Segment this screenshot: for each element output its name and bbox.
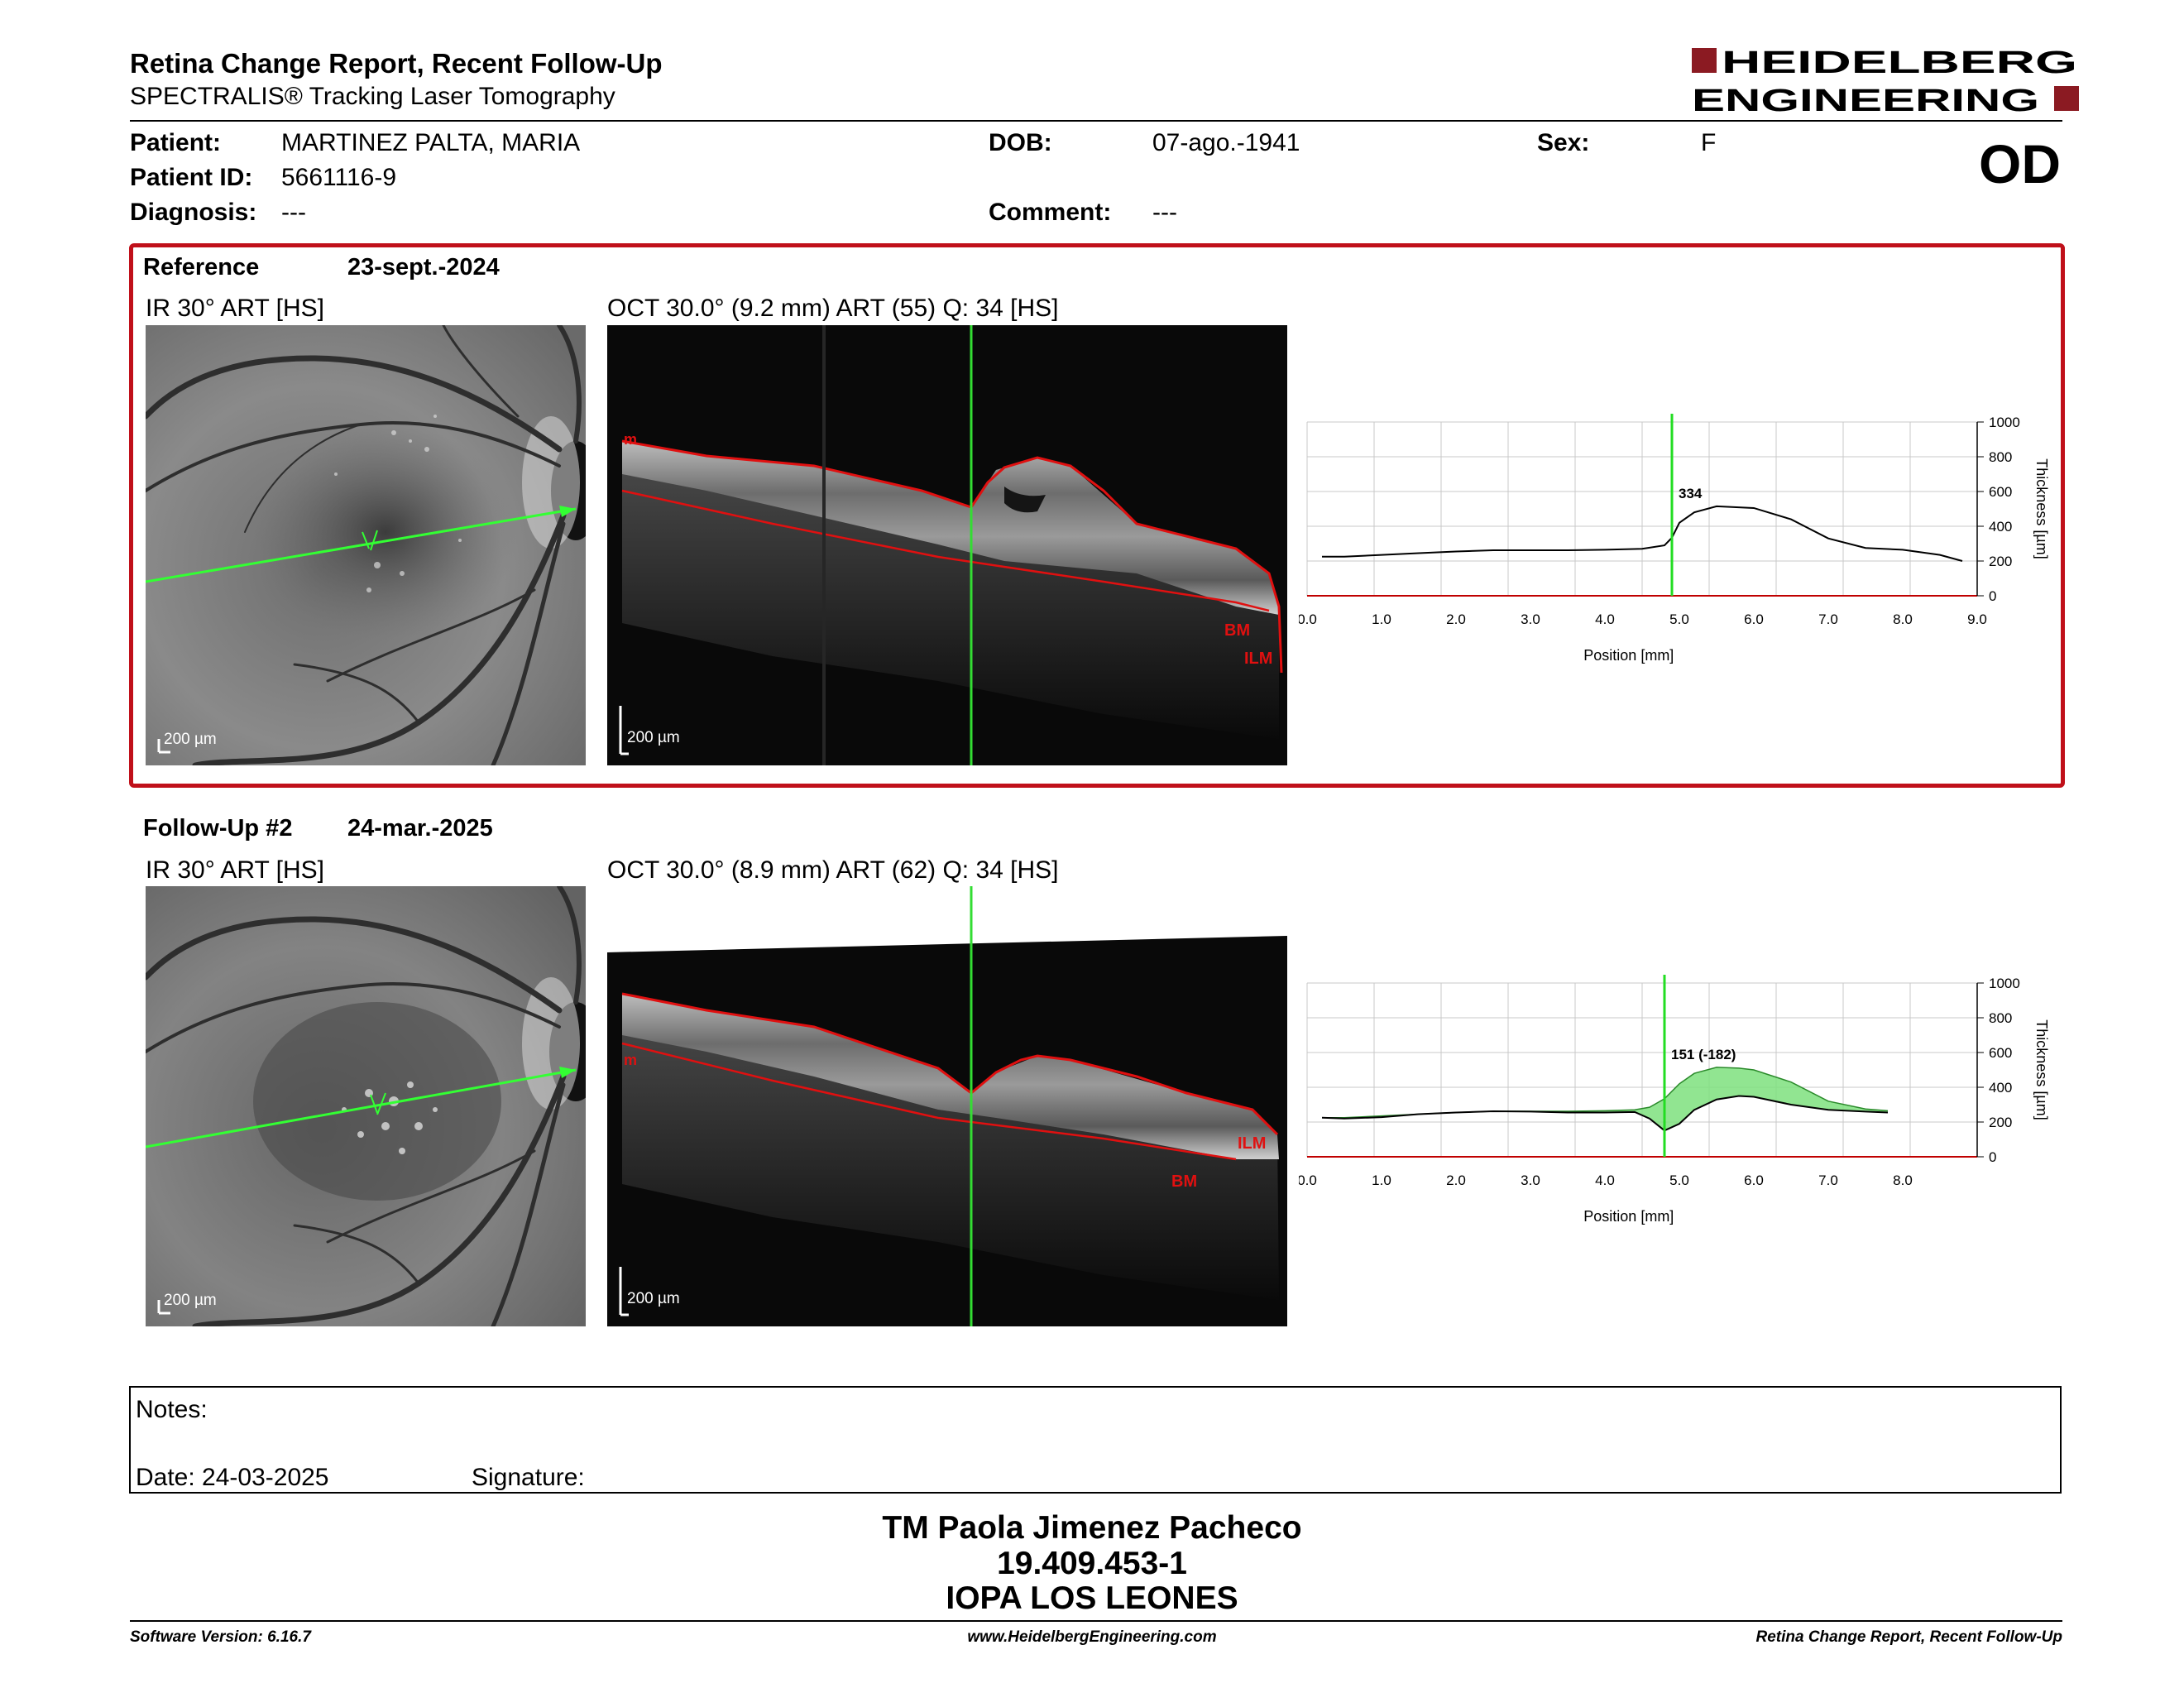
signer-institution: IOPA LOS LEONES bbox=[946, 1580, 1238, 1616]
footer-report-name: Retina Change Report, Recent Follow-Up bbox=[1755, 1628, 2062, 1646]
brand-line1: HEIDELBERG bbox=[1722, 46, 2077, 80]
header-divider bbox=[130, 120, 2062, 122]
reference-oct-image[interactable]: m BM ILM 200 µm bbox=[607, 325, 1287, 765]
software-version: Software Version: 6.16.7 bbox=[130, 1628, 311, 1646]
patient-id-label: Patient ID: bbox=[130, 164, 253, 191]
y-tick-label: 400 bbox=[1989, 519, 2012, 535]
x-tick-label: 7.0 bbox=[1818, 1172, 1838, 1188]
x-tick-label: 5.0 bbox=[1669, 611, 1689, 627]
diagnosis-value: --- bbox=[281, 199, 306, 226]
comment-value: --- bbox=[1152, 199, 1177, 226]
reference-ilm-label: ILM bbox=[1244, 650, 1273, 668]
y-tick-label: 0 bbox=[1989, 1149, 1996, 1165]
eye-indicator: OD bbox=[1979, 133, 2061, 194]
y-tick-label: 800 bbox=[1989, 1010, 2012, 1026]
patient-label: Patient: bbox=[130, 129, 222, 156]
report-title: Retina Change Report, Recent Follow-Up bbox=[130, 48, 663, 79]
followup-ir-scale: 200 µm bbox=[164, 1292, 217, 1309]
reference-label: Reference bbox=[143, 254, 260, 281]
reference-ir-label: IR 30° ART [HS] bbox=[146, 295, 324, 322]
x-tick-label: 2.0 bbox=[1446, 1172, 1466, 1188]
followup-date: 24-mar.-2025 bbox=[347, 815, 493, 842]
x-tick-label: 6.0 bbox=[1744, 1172, 1764, 1188]
y-tick-label: 0 bbox=[1989, 588, 1996, 604]
y-tick-label: 600 bbox=[1989, 1045, 2012, 1061]
x-tick-label: 9.0 bbox=[1967, 611, 1987, 627]
notes-date: Date: 24-03-2025 bbox=[136, 1464, 329, 1491]
dob-value: 07-ago.-1941 bbox=[1152, 129, 1300, 156]
y-axis-label: Thickness [µm] bbox=[2033, 458, 2050, 559]
reference-bm-label: BM bbox=[1224, 621, 1251, 640]
followup-ilm-label: ILM bbox=[1238, 1134, 1267, 1153]
reference-date: 23-sept.-2024 bbox=[347, 254, 500, 281]
x-tick-label: 3.0 bbox=[1521, 1172, 1540, 1188]
y-tick-label: 1000 bbox=[1989, 976, 2020, 991]
x-tick-label: 1.0 bbox=[1372, 1172, 1391, 1188]
followup-thickness-chart: 0 200 400 600 800 1000 0.0 1.0 2.0 3.0 4.0 5.0 6.0 7.… bbox=[1299, 975, 2050, 1225]
x-tick-label: 0.0 bbox=[1299, 611, 1317, 627]
brand-line2: ENGINEERING bbox=[1692, 84, 2039, 117]
followup-oct-image[interactable]: m ILM BM 200 µm bbox=[607, 886, 1287, 1326]
reference-thickness-chart: 0 200 400 600 800 1000 0.0 1.0 2.0 3.0 4.0 5.0 6.0 7.… bbox=[1299, 414, 2050, 664]
followup-oct-label: OCT 30.0° (8.9 mm) ART (62) Q: 34 [HS] bbox=[607, 856, 1059, 884]
reference-section-frame bbox=[129, 243, 2065, 788]
diagnosis-label: Diagnosis: bbox=[130, 199, 257, 226]
x-tick-label: 0.0 bbox=[1299, 1172, 1317, 1188]
x-tick-label: 3.0 bbox=[1521, 611, 1540, 627]
x-tick-label: 4.0 bbox=[1595, 1172, 1615, 1188]
reference-oct-label: OCT 30.0° (9.2 mm) ART (55) Q: 34 [HS] bbox=[607, 295, 1059, 322]
x-axis-label: Position [mm] bbox=[1583, 647, 1674, 664]
comment-label: Comment: bbox=[989, 199, 1112, 226]
sex-label: Sex: bbox=[1537, 129, 1590, 156]
x-tick-label: 5.0 bbox=[1669, 1172, 1689, 1188]
signature-label: Signature: bbox=[472, 1464, 585, 1491]
y-tick-label: 200 bbox=[1989, 554, 2012, 569]
followup-bm-label: BM bbox=[1171, 1172, 1198, 1191]
footer-divider bbox=[130, 1620, 2062, 1622]
followup-ir-label: IR 30° ART [HS] bbox=[146, 856, 324, 884]
difference-area bbox=[1322, 1067, 1888, 1131]
notes-box[interactable]: Notes: Date: 24-03-2025 Signature: bbox=[129, 1386, 2062, 1494]
cursor-value-label: 334 bbox=[1679, 486, 1703, 501]
x-tick-label: 6.0 bbox=[1744, 611, 1764, 627]
x-tick-label: 2.0 bbox=[1446, 611, 1466, 627]
signer-name: TM Paola Jimenez Pacheco bbox=[882, 1510, 1302, 1546]
heidelberg-logo: HEIDELBERG ENGINEERING bbox=[1692, 46, 2079, 117]
followup-oct-scale: 200 µm bbox=[627, 1290, 680, 1307]
x-tick-label: 8.0 bbox=[1893, 611, 1913, 627]
notes-label: Notes: bbox=[136, 1396, 208, 1423]
x-tick-label: 7.0 bbox=[1818, 611, 1838, 627]
sex-value: F bbox=[1701, 129, 1717, 156]
patient-name: MARTINEZ PALTA, MARIA bbox=[281, 129, 581, 156]
report-subtitle: SPECTRALIS® Tracking Laser Tomography bbox=[130, 83, 615, 110]
reference-fundus-drawing bbox=[146, 325, 586, 765]
y-tick-label: 400 bbox=[1989, 1080, 2012, 1096]
followup-ir-image[interactable]: 200 µm bbox=[146, 886, 586, 1326]
x-tick-label: 1.0 bbox=[1372, 611, 1391, 627]
y-tick-label: 200 bbox=[1989, 1115, 2012, 1130]
thickness-line bbox=[1322, 505, 1963, 562]
reference-ir-image[interactable]: 200 µm bbox=[146, 325, 586, 765]
x-tick-label: 4.0 bbox=[1595, 611, 1615, 627]
x-tick-label: 8.0 bbox=[1893, 1172, 1913, 1188]
y-tick-label: 600 bbox=[1989, 484, 2012, 500]
website-link[interactable]: www.HeidelbergEngineering.com bbox=[967, 1628, 1217, 1646]
signer-rut: 19.409.453-1 bbox=[997, 1546, 1187, 1581]
x-axis-label: Position [mm] bbox=[1583, 1208, 1674, 1225]
y-tick-label: 1000 bbox=[1989, 415, 2020, 430]
dob-label: DOB: bbox=[989, 129, 1052, 156]
reference-ir-scale: 200 µm bbox=[164, 731, 217, 748]
followup-label: Follow-Up #2 bbox=[143, 815, 293, 842]
followup-oct-drawing bbox=[607, 886, 1287, 1326]
patient-id: 5661116-9 bbox=[281, 164, 397, 191]
reference-oct-drawing bbox=[607, 325, 1287, 765]
reference-oct-scale: 200 µm bbox=[627, 729, 680, 746]
followup-fundus-drawing bbox=[146, 886, 586, 1326]
cursor-value-label: 151 (-182) bbox=[1671, 1047, 1736, 1062]
y-axis-label: Thickness [µm] bbox=[2033, 1019, 2050, 1120]
y-tick-label: 800 bbox=[1989, 449, 2012, 465]
thickness-line bbox=[1321, 1095, 1889, 1132]
